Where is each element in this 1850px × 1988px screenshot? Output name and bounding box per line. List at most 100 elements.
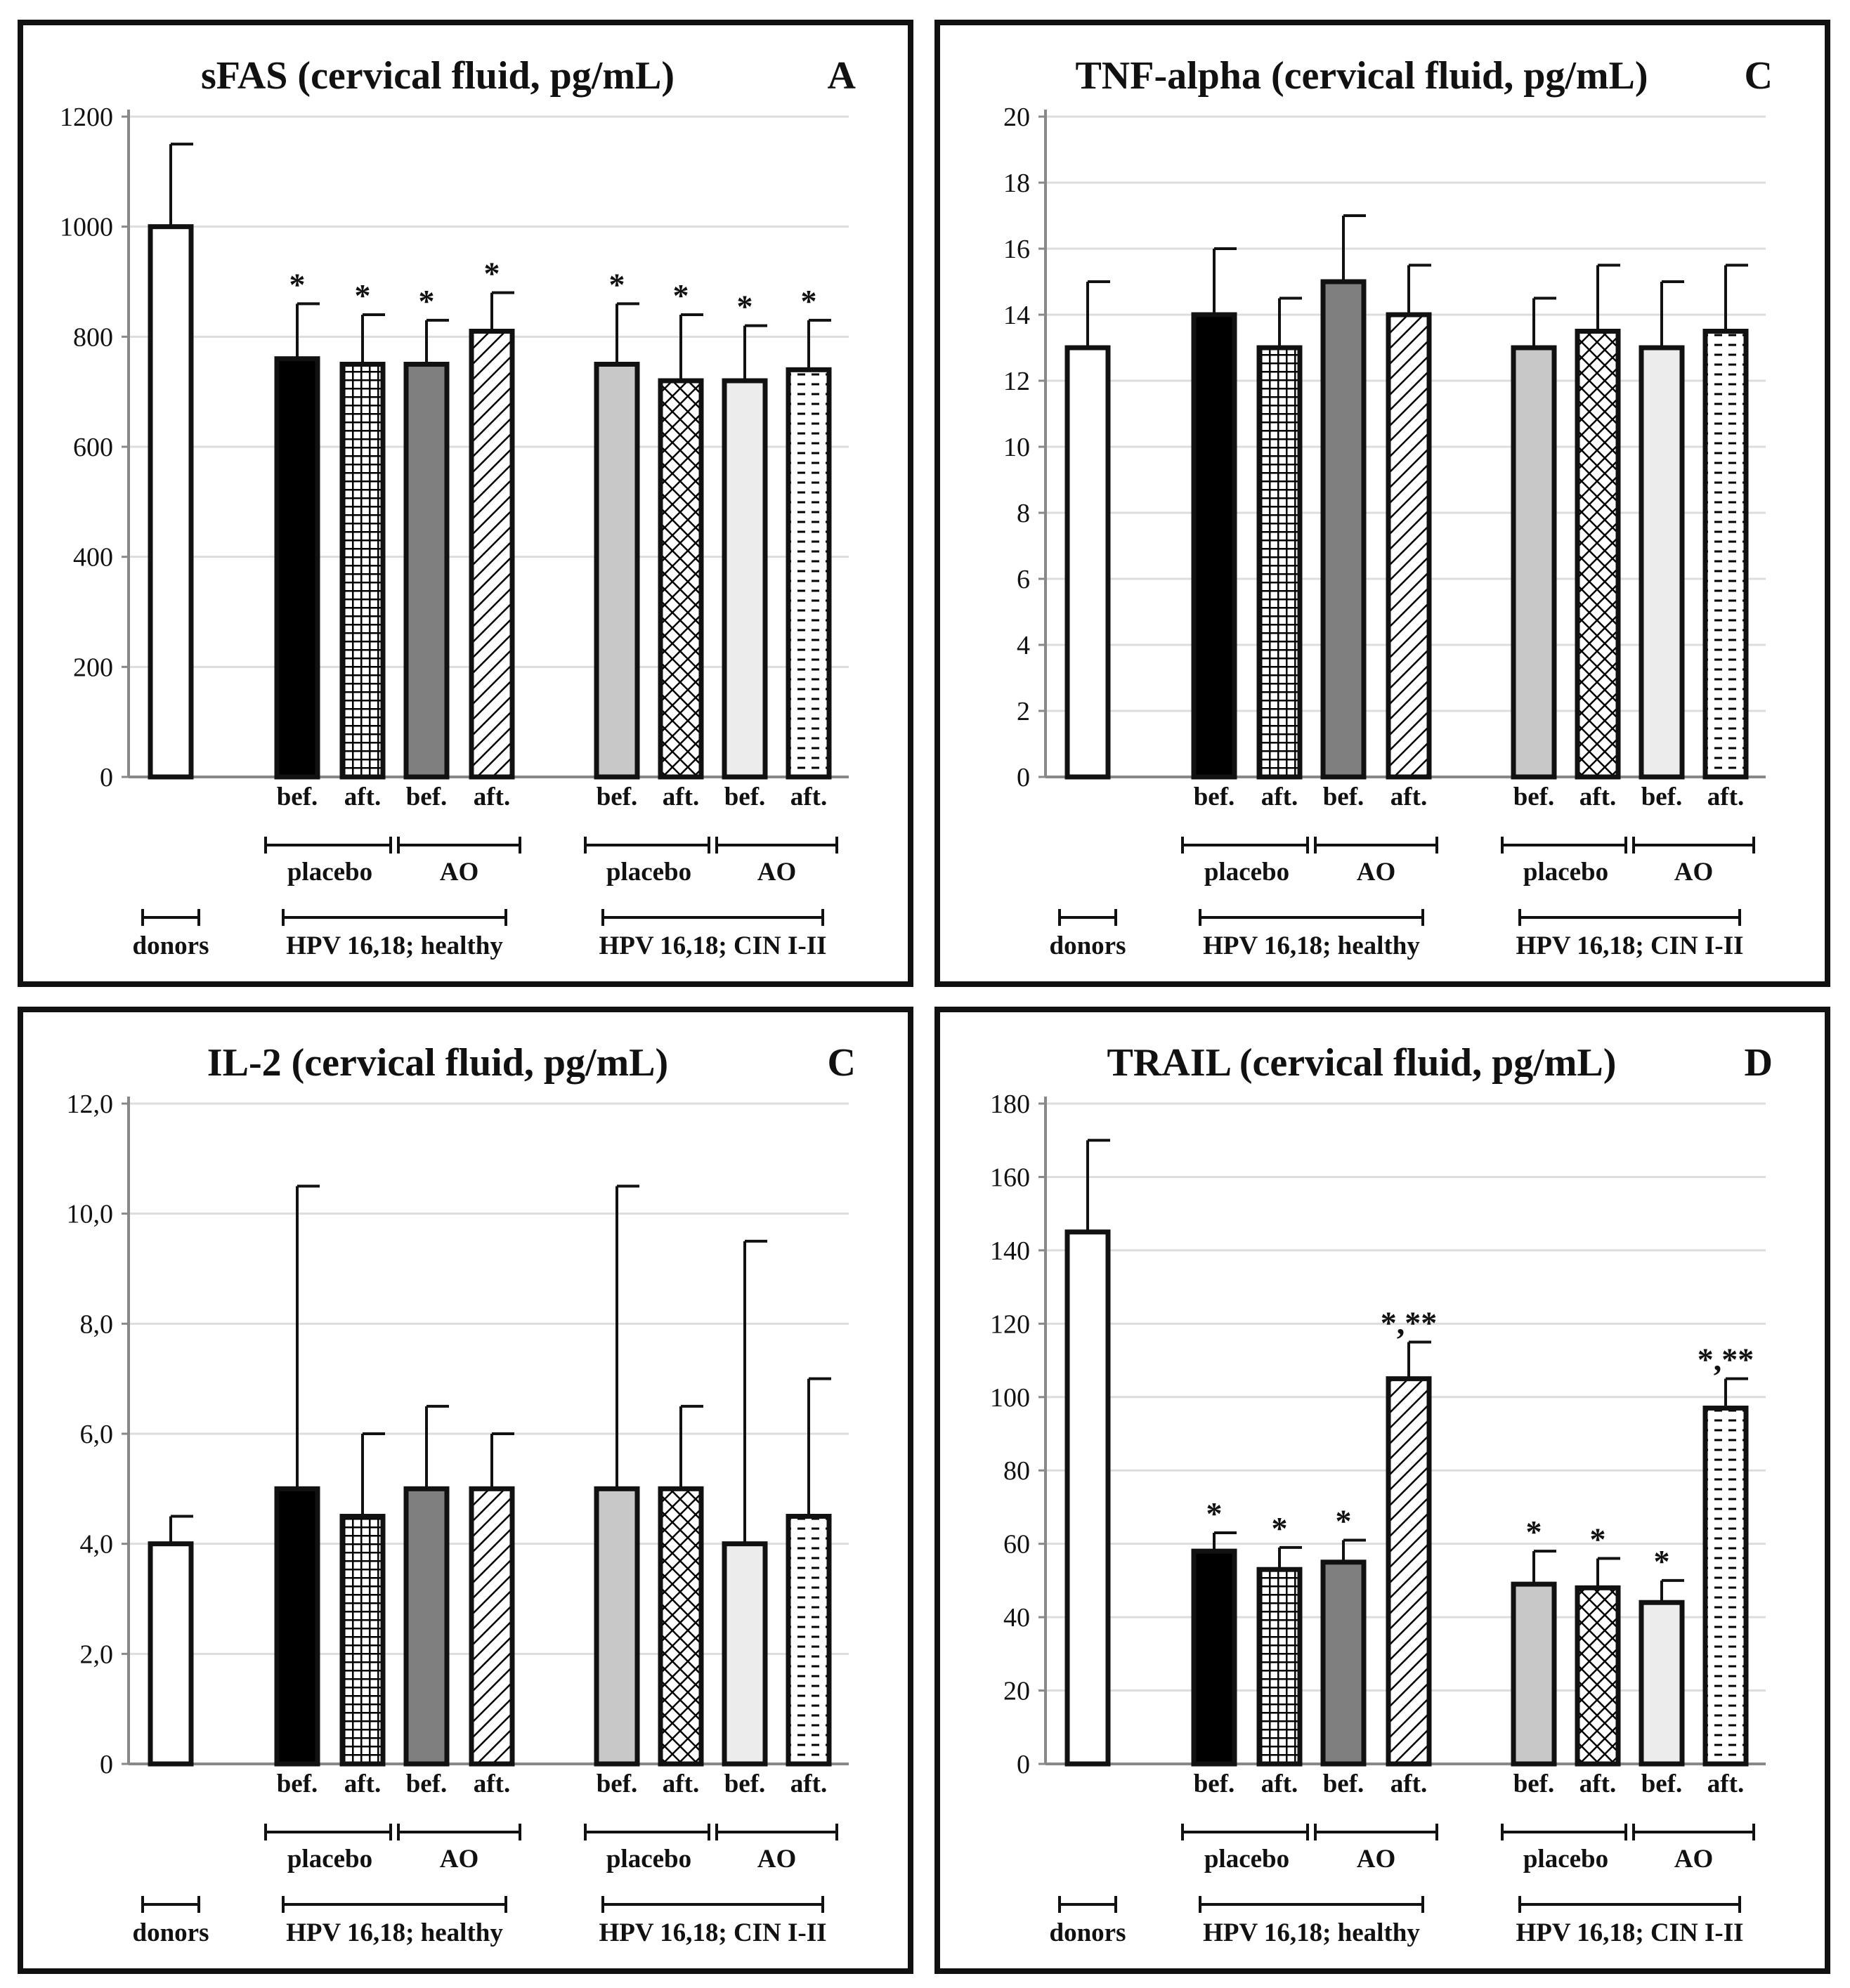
x-label-bef: bef. [724,1770,766,1798]
bar [658,378,704,780]
x-label-bef: bef. [1194,783,1235,811]
bar [274,356,320,780]
bar [594,1486,640,1767]
bracket-donors [1058,1896,1117,1913]
panel-letter: C [1745,54,1773,98]
bracket-ao [1632,1824,1755,1840]
significance-label: * [1590,1522,1606,1557]
group-label-ao: AO [757,858,797,887]
bracket-donors [1058,909,1117,926]
significance-label: * [1336,1503,1352,1538]
group-label-placebo: placebo [1523,1845,1608,1873]
x-label-bef: bef. [1513,1770,1555,1798]
bar [1702,329,1749,780]
bar [148,224,194,780]
x-label-aft: aft. [790,783,827,811]
bar [1575,1585,1621,1767]
y-tick-label: 2,0 [80,1640,114,1669]
y-tick-label: 100 [990,1383,1030,1413]
group-label-healthy: HPV 16,18; healthy [1203,931,1420,960]
bar [469,329,515,780]
y-tick-label: 6,0 [80,1420,114,1449]
bar [1575,329,1621,780]
y-tick-label: 0 [100,1750,113,1779]
group-label-ao: AO [1357,1845,1396,1873]
y-tick-label: 18 [1003,169,1030,198]
significance-label: * [673,277,689,313]
bracket-healthy [1199,909,1424,926]
il2-chart: IL-2 (cervical fluid, pg/mL) C 0 2,0 4,0 6,0 8… [67,1041,856,1947]
x-label-aft: aft. [663,1770,699,1798]
group-label-placebo: placebo [1204,1845,1289,1873]
bracket-cin [1518,909,1741,926]
bar [274,1486,320,1767]
bracket-placebo [1181,837,1309,854]
x-label-bef: bef. [597,783,638,811]
significance-label: * [289,266,306,302]
x-label-aft: aft. [1390,783,1427,811]
significance-label: *,** [1698,1342,1754,1378]
significance-label: * [355,277,371,313]
x-label-aft: aft. [1579,1770,1616,1798]
bracket-placebo [584,837,710,854]
bracket-healthy [282,1896,507,1913]
bar [1320,1559,1367,1767]
bar [786,1514,832,1767]
bar [1386,312,1432,780]
chart-title: sFAS (cervical fluid, pg/mL) [201,54,675,98]
y-tick-label: 160 [990,1163,1030,1192]
x-label-aft: aft. [1390,1770,1427,1798]
y-tick-label: 20 [1003,103,1030,132]
x-label-bef: bef. [406,783,448,811]
bar [658,1486,704,1767]
panel-letter: D [1745,1041,1773,1085]
group-label-cin: HPV 16,18; CIN I-II [1516,1918,1743,1947]
bracket-ao [715,837,838,854]
group-label-ao: AO [440,858,479,887]
chart-title: TNF-alpha (cervical fluid, pg/mL) [1075,54,1648,98]
bar [1064,345,1111,780]
group-label-placebo: placebo [1204,858,1289,887]
x-label-bef: bef. [277,1770,318,1798]
x-label-bef: bef. [1194,1770,1235,1798]
bar [1511,1581,1557,1767]
bracket-donors [141,909,200,926]
y-tick-label: 12 [1003,367,1030,396]
tnf-alpha-chart-panel: TNF-alpha (cervical fluid, pg/mL) C 0 2 4 6 8 1… [934,20,1830,987]
y-tick-label: 600 [73,433,113,462]
tnf-alpha-chart: TNF-alpha (cervical fluid, pg/mL) C 0 2 4 6 8 1… [1003,54,1773,960]
significance-label: * [1206,1496,1223,1531]
chart-title: TRAIL (cervical fluid, pg/mL) [1107,1041,1617,1085]
bracket-healthy [1199,1896,1424,1913]
group-label-ao: AO [757,1845,797,1873]
x-label-aft: aft. [790,1770,827,1798]
bar [469,1486,515,1767]
y-tick-label: 4 [1017,631,1030,660]
x-label-aft: aft. [1261,1770,1298,1798]
y-tick-label: 80 [1003,1456,1030,1486]
y-tick-label: 180 [990,1090,1030,1119]
y-tick-label: 10,0 [67,1200,114,1229]
group-label-cin: HPV 16,18; CIN I-II [599,1918,826,1947]
y-tick-label: 2 [1017,697,1030,726]
y-tick-label: 1200 [60,103,113,132]
bracket-ao [715,1824,838,1840]
group-label-donors: donors [1050,1918,1126,1947]
group-label-healthy: HPV 16,18; healthy [286,931,503,960]
group-label-cin: HPV 16,18; CIN I-II [599,931,826,960]
bracket-placebo [584,1824,710,1840]
x-label-aft: aft. [474,783,510,811]
x-label-aft: aft. [474,1770,510,1798]
bar [1191,312,1237,780]
bracket-placebo [264,1824,392,1840]
bracket-ao [397,1824,521,1840]
x-label-bef: bef. [1513,783,1555,811]
bracket-ao [1314,1824,1438,1840]
group-label-placebo: placebo [287,1845,372,1873]
group-label-cin: HPV 16,18; CIN I-II [1516,931,1743,960]
group-label-healthy: HPV 16,18; healthy [1203,1918,1420,1947]
group-label-ao: AO [440,1845,479,1873]
bar [1064,1229,1111,1767]
chart-title: IL-2 (cervical fluid, pg/mL) [207,1041,668,1085]
significance-label: *,** [1381,1304,1438,1340]
